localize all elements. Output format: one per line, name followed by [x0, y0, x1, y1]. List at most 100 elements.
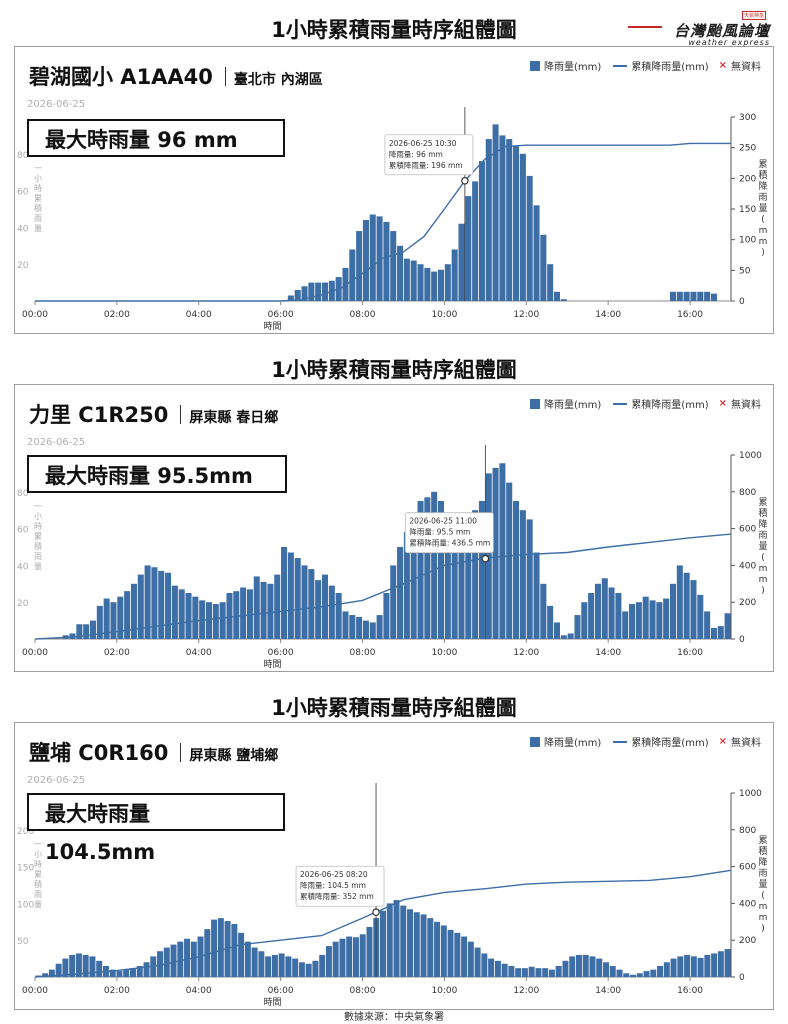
rain-bar [474, 947, 481, 977]
rain-bar [136, 965, 143, 977]
rain-bar [555, 965, 562, 977]
rain-bar [417, 264, 424, 301]
rain-bar [287, 552, 294, 639]
station-title-1: 碧湖國小 A1AA40 臺北市 內湖區 [29, 61, 323, 91]
rain-bar [704, 954, 711, 977]
tooltip-marker [481, 554, 490, 563]
right-axis-label-char: 降 [758, 180, 767, 192]
rain-bar [281, 547, 288, 639]
rain-bar [690, 291, 697, 301]
rain-bar [96, 960, 103, 977]
tooltip-cumulative: 累積降雨量: 352 mm [300, 891, 374, 901]
legend-bar-swatch [530, 736, 541, 747]
right-axis-tick-label: 200 [739, 598, 756, 608]
rain-bar [710, 293, 717, 301]
left-axis-tick-label: 40 [17, 224, 29, 234]
station-separator [180, 743, 182, 762]
rain-bar [458, 223, 465, 301]
rain-bar [492, 467, 499, 639]
rain-bar [669, 583, 677, 639]
section-title-1: 1小時累積雨量時序組體圖 [271, 18, 517, 42]
rain-bar [315, 282, 322, 301]
rain-bar [492, 124, 499, 301]
rain-bar [649, 600, 656, 639]
right-axis-label-char: m [759, 575, 768, 585]
rain-bar [231, 924, 238, 977]
rain-bar [376, 615, 383, 639]
station-title-2: 力里 C1R250 屏東縣 春日鄉 [29, 399, 278, 429]
rain-bar [294, 289, 301, 301]
rain-bar [704, 291, 711, 301]
rain-bar [594, 583, 601, 639]
rain-bar [397, 547, 404, 639]
rain-bar [677, 956, 684, 977]
rain-bar [240, 587, 247, 639]
rain-bar [508, 965, 515, 977]
right-axis-tick-label: 0 [739, 635, 745, 645]
rain-bar [212, 604, 219, 639]
rain-bar [294, 558, 301, 639]
rain-bar [274, 574, 281, 639]
rain-bar [204, 929, 211, 977]
rain-bar [244, 941, 251, 977]
x-axis-tick-label: 04:00 [186, 310, 212, 320]
rain-bar [366, 926, 373, 977]
station-name-2: 力里 C1R250 [29, 403, 169, 427]
left-axis-label-char: 量 [34, 224, 42, 233]
rain-bar [285, 956, 292, 977]
rain-bar [96, 605, 103, 639]
left-axis-label-char: 累 [34, 532, 42, 541]
rain-bar [217, 918, 224, 977]
rain-bar [315, 580, 322, 639]
left-axis-label-char: 累 [34, 194, 42, 203]
left-axis-tick-label: 150 [17, 864, 34, 874]
rain-bar [663, 598, 670, 639]
rain-bar [431, 271, 438, 301]
rain-bar [356, 231, 363, 301]
rain-bar [116, 971, 123, 977]
rain-bar [461, 936, 468, 977]
rain-bar [403, 258, 410, 301]
rain-bar [308, 282, 315, 301]
rain-bar [83, 624, 90, 639]
tooltip-box [404, 512, 494, 554]
right-axis-label-char: 量 [758, 541, 767, 552]
date-label-2: 2026-06-25 [27, 437, 86, 448]
legend-line-label: 累積降雨量(mm) [631, 62, 709, 73]
left-axis-label-char: 累 [34, 870, 42, 879]
rain-bar [513, 146, 520, 301]
right-axis-label-char: ) [761, 248, 765, 258]
rain-bar [515, 968, 522, 977]
rain-bar [553, 622, 561, 639]
rain-bar [219, 602, 226, 639]
rain-bar [339, 938, 346, 977]
right-axis-label-char: 雨 [758, 530, 767, 541]
rain-bar [526, 175, 533, 301]
rain-bar [89, 956, 96, 977]
x-axis-tick-label: 16:00 [677, 310, 703, 320]
right-axis-label-char: 積 [758, 845, 767, 857]
legend-line-swatch [613, 402, 628, 405]
rain-bar [328, 585, 335, 639]
brand-name: 台灣颱風論壇 [673, 22, 770, 40]
tooltip-time: 2026-06-25 10:30 [389, 139, 457, 148]
rain-bar [569, 956, 576, 977]
right-axis-tick-label: 1000 [739, 451, 762, 461]
tooltip-rain: 降雨量: 95.5 mm [409, 527, 470, 537]
right-axis-tick-label: 0 [739, 973, 745, 983]
rain-bar [332, 941, 339, 977]
rain-bar [567, 633, 574, 639]
rain-bar [184, 938, 191, 977]
rain-bar [526, 519, 533, 639]
rain-bar [420, 914, 427, 977]
legend-nodata-label: 無資料 [731, 62, 761, 73]
right-axis-label-char: m [759, 564, 768, 574]
x-axis-tick-label: 16:00 [677, 986, 703, 996]
rain-bar [642, 596, 649, 639]
rain-bar [431, 491, 438, 639]
x-axis-label: 時間 [263, 321, 281, 332]
right-axis-label-char: m [759, 902, 768, 912]
rain-bar [535, 968, 542, 977]
chart-2: 02004006008001000累積降雨量(mm)20406080一小時累積雨… [17, 445, 768, 670]
rain-bar [560, 299, 567, 301]
